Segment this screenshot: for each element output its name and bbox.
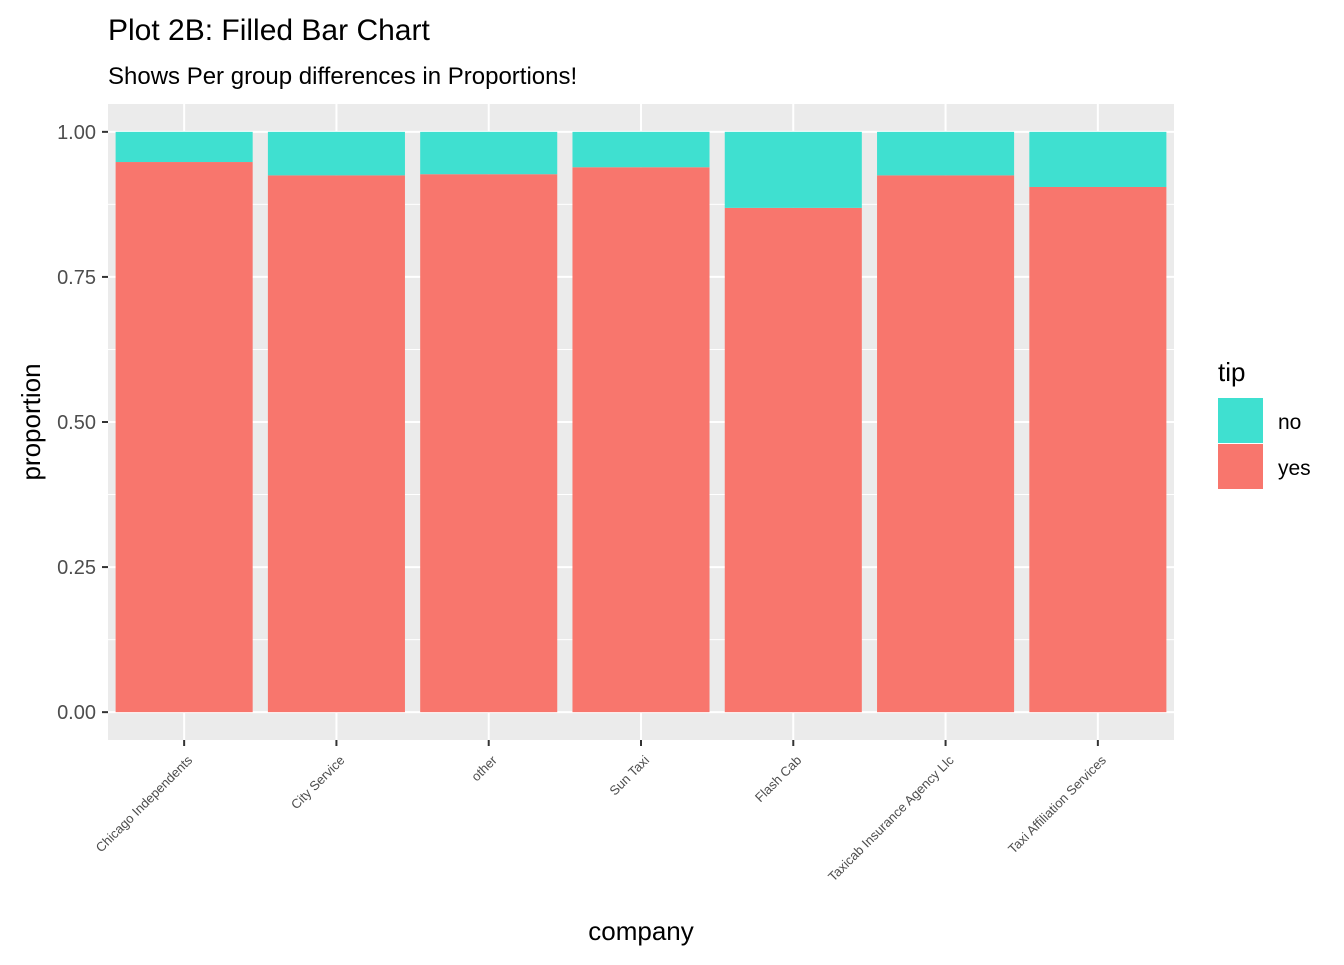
legend-title: tip xyxy=(1218,357,1245,387)
x-tick-label: Taxi Affiliation Services xyxy=(1005,752,1109,856)
legend-key-yes xyxy=(1218,444,1263,489)
bars xyxy=(115,131,1167,713)
x-tick-label: Taxicab Insurance Agency Llc xyxy=(825,752,957,884)
legend: tip no yes xyxy=(1218,357,1311,489)
legend-label-no: no xyxy=(1278,411,1301,434)
x-tick-label: City Service xyxy=(288,753,348,813)
x-axis-title: company xyxy=(588,916,694,946)
x-tick-label: other xyxy=(468,752,500,784)
bar-no xyxy=(877,131,1015,176)
bar-no xyxy=(267,131,405,176)
y-axis: 0.00 0.25 0.50 0.75 1.00 xyxy=(57,122,108,724)
bar-yes xyxy=(1029,186,1167,713)
y-tick-label: 1.00 xyxy=(57,122,96,144)
bar-yes xyxy=(572,167,710,713)
chart-title: Plot 2B: Filled Bar Chart xyxy=(108,14,430,47)
legend-items: no yes xyxy=(1218,398,1311,489)
bar-yes xyxy=(115,162,253,713)
x-tick-label: Sun Taxi xyxy=(606,752,652,798)
y-tick-label: 0.50 xyxy=(57,412,96,434)
bar-yes xyxy=(267,175,405,713)
legend-label-yes: yes xyxy=(1278,457,1311,480)
bar-no xyxy=(1029,131,1167,187)
x-tick-label: Flash Cab xyxy=(752,753,805,806)
bar-yes xyxy=(877,175,1015,713)
y-axis-title: proportion xyxy=(16,363,46,480)
bar-no xyxy=(115,131,253,163)
x-axis: Chicago Independents City Service other Sun… xyxy=(93,740,1109,884)
y-tick-label: 0.75 xyxy=(57,267,96,289)
bar-no xyxy=(420,131,558,175)
chart-subtitle: Shows Per group differences in Proportio… xyxy=(108,63,577,90)
bar-no xyxy=(724,131,862,208)
legend-key-no xyxy=(1218,398,1263,443)
y-tick-label: 0.25 xyxy=(57,557,96,579)
bar-no xyxy=(572,131,710,168)
bar-yes xyxy=(724,207,862,713)
x-tick-label: Chicago Independents xyxy=(93,752,196,855)
y-tick-label: 0.00 xyxy=(57,702,96,724)
bar-yes xyxy=(420,174,558,713)
